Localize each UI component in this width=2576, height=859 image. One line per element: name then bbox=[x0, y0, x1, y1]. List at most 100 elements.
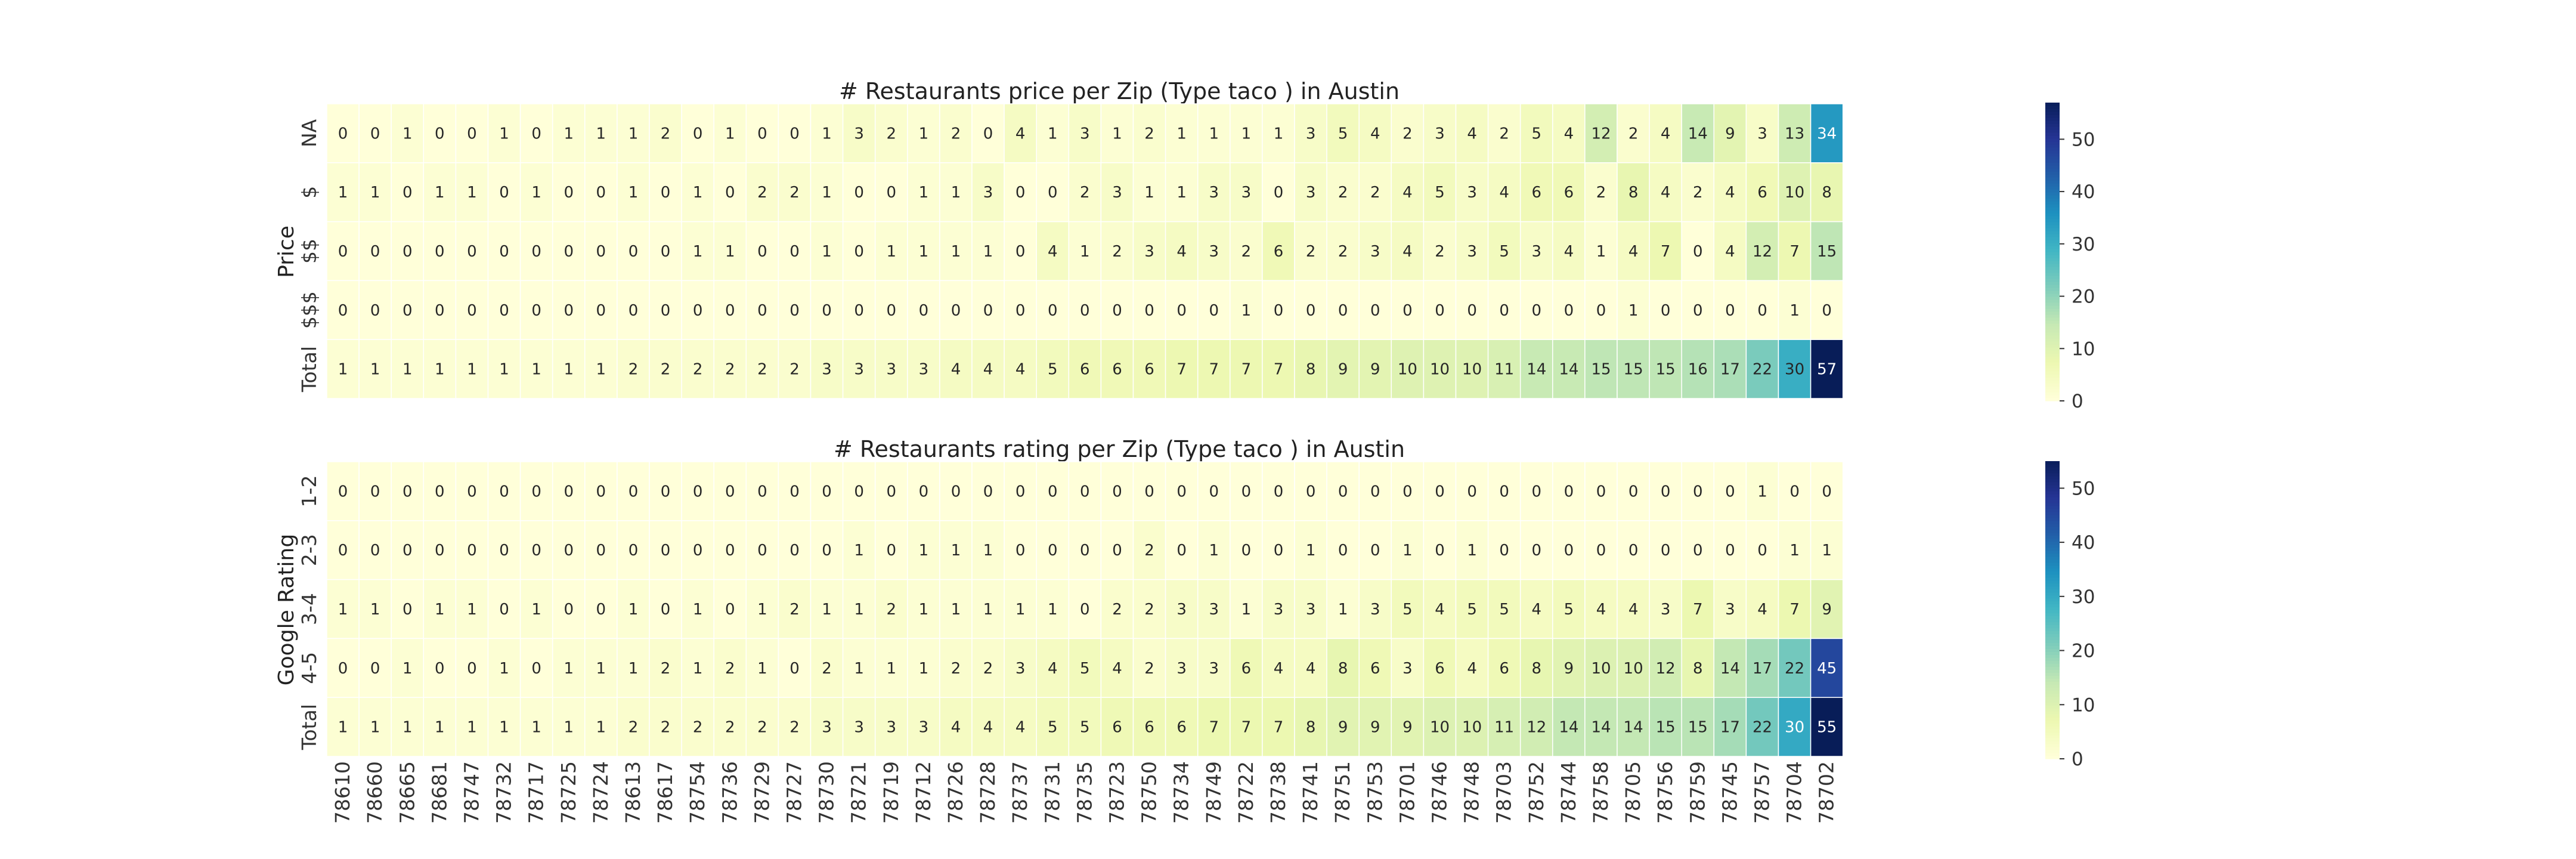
rating-cell-label: 0 bbox=[1112, 483, 1122, 500]
x-tick-label: 78737 bbox=[1008, 761, 1032, 824]
x-tick-label: 78704 bbox=[1783, 761, 1806, 824]
rating-cell-label: 3 bbox=[1661, 601, 1671, 619]
rating-colorbar-segment bbox=[2045, 675, 2060, 679]
price-heatmap-y-ticks: NA$$$$$$Total bbox=[298, 119, 321, 393]
rating-colorbar-segment bbox=[2045, 461, 2060, 465]
price-cell bbox=[1681, 103, 1715, 163]
rating-cell-label: 5 bbox=[1467, 601, 1477, 619]
rating-cell-label: 1 bbox=[854, 660, 864, 678]
price-cell bbox=[1487, 103, 1521, 163]
price-cell bbox=[1713, 339, 1747, 399]
rating-colorbar-segment bbox=[2045, 580, 2060, 584]
price-cell bbox=[971, 280, 1005, 340]
rating-cell bbox=[1455, 461, 1489, 521]
price-cell-label: 1 bbox=[1209, 125, 1219, 143]
price-colorbar-segment bbox=[2045, 144, 2060, 148]
rating-cell-label: 0 bbox=[402, 483, 413, 500]
price-cell-label: 4 bbox=[1370, 125, 1380, 143]
rating-cell bbox=[1358, 638, 1392, 698]
rating-cell bbox=[1617, 520, 1650, 580]
price-cell bbox=[907, 280, 940, 340]
price-cell bbox=[552, 339, 586, 399]
price-cell bbox=[1519, 221, 1553, 282]
x-tick-label: 78617 bbox=[654, 761, 677, 824]
price-cell-label: 2 bbox=[693, 361, 703, 379]
rating-cell-label: 1 bbox=[531, 719, 541, 737]
rating-colorbar-tick-label: 10 bbox=[2072, 694, 2095, 716]
rating-cell bbox=[1230, 520, 1263, 580]
rating-colorbar-segment bbox=[2045, 610, 2060, 614]
rating-cell-label: 0 bbox=[693, 542, 703, 560]
price-cell-label: 4 bbox=[1048, 243, 1058, 261]
rating-cell-label: 4 bbox=[1532, 601, 1542, 619]
price-cell bbox=[519, 339, 553, 399]
price-cell-label: 1 bbox=[402, 125, 413, 143]
price-cell bbox=[1617, 221, 1650, 282]
rating-cell bbox=[1552, 579, 1586, 639]
price-cell-label: 0 bbox=[1048, 302, 1058, 320]
rating-colorbar-segment bbox=[2045, 672, 2060, 676]
price-colorbar-segment bbox=[2045, 302, 2060, 306]
price-cell-label: 1 bbox=[531, 361, 541, 379]
price-cell bbox=[1584, 280, 1618, 340]
rating-colorbar-segment bbox=[2045, 622, 2060, 626]
price-cell-label: 1 bbox=[467, 184, 477, 202]
rating-colorbar-segment bbox=[2045, 595, 2060, 599]
price-cell bbox=[745, 280, 779, 340]
rating-colorbar-segment bbox=[2045, 750, 2060, 753]
price-colorbar-segment bbox=[2045, 106, 2060, 109]
rating-cell-label: 0 bbox=[1080, 483, 1090, 500]
price-cell bbox=[874, 221, 908, 282]
price-colorbar-segment bbox=[2045, 261, 2060, 264]
rating-cell bbox=[391, 638, 425, 698]
rating-cell bbox=[1713, 520, 1747, 580]
rating-cell bbox=[713, 579, 747, 639]
rating-cell bbox=[971, 579, 1005, 639]
price-cell-label: 4 bbox=[1564, 125, 1574, 143]
rating-cell bbox=[713, 461, 747, 521]
rating-cell-label: 0 bbox=[1822, 483, 1832, 500]
rating-cell-label: 0 bbox=[757, 483, 767, 500]
rating-cell bbox=[423, 697, 457, 757]
price-colorbar-segment bbox=[2045, 135, 2060, 139]
rating-cell-label: 3 bbox=[1176, 601, 1187, 619]
rating-cell-label: 10 bbox=[1591, 660, 1611, 678]
rating-cell-label: 3 bbox=[1370, 601, 1380, 619]
rating-colorbar-segment bbox=[2045, 511, 2060, 515]
price-cell-label: 0 bbox=[1757, 302, 1767, 320]
rating-colorbar-segment bbox=[2045, 541, 2060, 545]
rating-cell bbox=[1745, 697, 1779, 757]
price-cell-label: 5 bbox=[1338, 125, 1348, 143]
price-colorbar-segment bbox=[2045, 112, 2060, 115]
price-cell bbox=[1617, 339, 1650, 399]
price-cell-label: 1 bbox=[822, 125, 832, 143]
price-cell bbox=[358, 162, 392, 223]
price-cell bbox=[1165, 280, 1199, 340]
rating-colorbar-segment bbox=[2045, 505, 2060, 509]
rating-cell-label: 1 bbox=[1241, 601, 1252, 619]
price-cell-label: 3 bbox=[1209, 243, 1219, 261]
rating-cell-label: 10 bbox=[1462, 719, 1482, 737]
price-cell-label: 0 bbox=[370, 125, 380, 143]
price-cell-label: 10 bbox=[1462, 361, 1482, 379]
rating-cell-label: 0 bbox=[467, 660, 477, 678]
rating-colorbar-segment bbox=[2045, 628, 2060, 632]
price-cell bbox=[1713, 162, 1747, 223]
price-cell bbox=[1004, 221, 1037, 282]
rating-heatmap-panel: # Restaurants rating per Zip (Type taco … bbox=[274, 436, 2095, 824]
rating-cell-label: 0 bbox=[531, 483, 541, 500]
rating-cell-label: 0 bbox=[725, 542, 735, 560]
rating-cell bbox=[1487, 461, 1521, 521]
price-colorbar-segment bbox=[2045, 168, 2060, 172]
rating-cell-label: 2 bbox=[757, 719, 767, 737]
price-cell-label: 0 bbox=[1144, 302, 1154, 320]
rating-cell-label: 3 bbox=[1209, 601, 1219, 619]
rating-cell-label: 4 bbox=[1274, 660, 1284, 678]
price-cell-label: 3 bbox=[1306, 125, 1316, 143]
price-y-tick-label: NA bbox=[298, 119, 321, 147]
rating-colorbar-segment bbox=[2045, 565, 2060, 569]
price-cell bbox=[1326, 221, 1360, 282]
price-cell bbox=[1262, 162, 1295, 223]
x-tick-label: 78736 bbox=[718, 761, 741, 824]
rating-cell-label: 10 bbox=[1624, 660, 1643, 678]
